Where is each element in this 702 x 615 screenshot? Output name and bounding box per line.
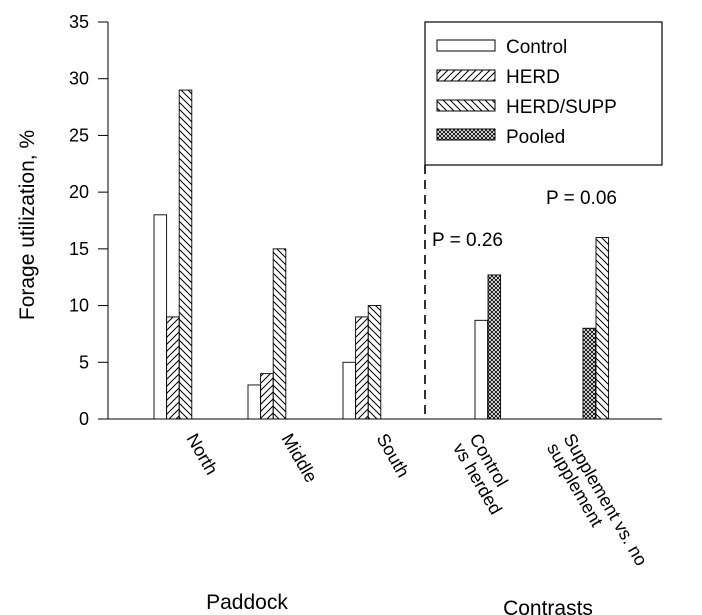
contrast-bar-herd-supp-4 (595, 237, 610, 420)
y-tick-label: 25 (69, 125, 89, 145)
bar-herd-supp-middle (272, 248, 287, 420)
legend-label-herd-supp: HERD/SUPP (506, 97, 617, 118)
category-labels: North Middle South Controlvs herded Suppleme… (183, 430, 652, 579)
category-label-1: Middle (278, 430, 322, 486)
legend-swatch-herd (436, 69, 496, 82)
bar-herd-north (166, 316, 180, 420)
paddock-group-label: Paddock (206, 591, 288, 614)
bar-herd-supp-north (178, 89, 193, 420)
category-label-3: Controlvs herded (449, 430, 522, 518)
bar-herd-middle (260, 373, 274, 420)
contrast-bar-control-3 (474, 319, 489, 420)
category-label-line: Middle (278, 430, 322, 486)
bar-herd-south (355, 316, 369, 420)
y-tick-label: 0 (79, 409, 89, 429)
y-axis-title: Forage utilization, % (16, 130, 39, 320)
bar-control-south (342, 361, 357, 420)
category-label-2: South (373, 430, 414, 481)
category-label-line: South (373, 430, 414, 481)
legend-label-herd: HERD (506, 67, 560, 88)
legend: Control HERD HERD/SUPP Pooled (424, 21, 663, 166)
contrasts-group-label: Contrasts (503, 597, 593, 615)
contrast-bar-pooled-3 (487, 274, 502, 420)
bar-control-north (153, 214, 168, 420)
y-tick-label: 10 (69, 296, 89, 316)
y-tick-label: 5 (79, 352, 89, 372)
y-tick-label: 35 (69, 12, 89, 32)
legend-swatch-pooled (436, 128, 496, 141)
bar-herd-supp-south (367, 305, 382, 420)
annotation-p-026: P = 0.26 (432, 230, 503, 251)
legend-label-pooled: Pooled (506, 127, 565, 148)
bar-control-middle (247, 384, 262, 420)
annotation-p-006: P = 0.06 (546, 188, 617, 209)
legend-label-control: Control (506, 37, 567, 58)
contrast-bar-pooled-4 (582, 327, 597, 420)
legend-swatch-control (436, 39, 496, 52)
category-label-line: North (183, 430, 222, 478)
category-label-0: North (183, 430, 222, 478)
y-tick-label: 20 (69, 182, 89, 202)
category-label-4: Supplement vs. nosupplement (543, 430, 651, 579)
y-tick-label: 15 (69, 239, 89, 259)
legend-swatch-herd-supp (436, 99, 496, 112)
y-tick-label: 30 (69, 69, 89, 89)
y-axis: 0 5 10 15 20 25 30 35 (69, 12, 109, 429)
